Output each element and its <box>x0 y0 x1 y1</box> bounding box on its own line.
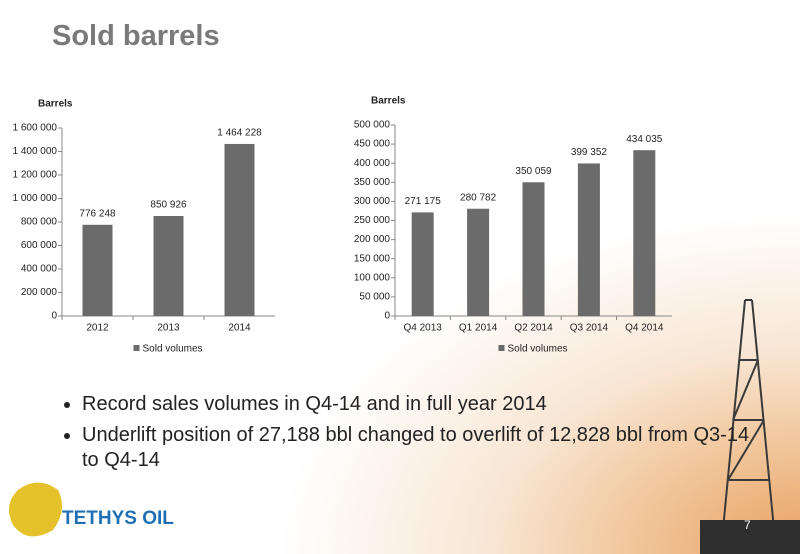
logo-globe <box>9 482 62 537</box>
y-tick-label: 400 000 <box>21 264 58 275</box>
value-label: 1 464 228 <box>217 128 262 139</box>
value-label: 350 059 <box>515 166 552 177</box>
y-tick-label: 50 000 <box>359 292 390 303</box>
bar <box>82 224 113 316</box>
y-axis-label: Barrels <box>38 99 73 110</box>
bar <box>467 208 490 316</box>
legend-swatch <box>133 345 140 351</box>
y-tick-label: 100 000 <box>354 272 391 283</box>
y-tick-label: 1 200 000 <box>13 170 58 181</box>
x-tick-label: Q2 2014 <box>514 323 553 334</box>
logo-text: TETHYS OIL <box>62 508 174 529</box>
y-tick-label: 0 <box>51 311 57 322</box>
y-tick-label: 1 600 000 <box>13 123 58 134</box>
y-tick-label: 200 000 <box>354 234 391 245</box>
bullet: Record sales volumes in Q4-14 and in ful… <box>82 392 762 417</box>
legend-label: Sold volumes <box>143 344 203 355</box>
legend-swatch <box>498 345 505 351</box>
y-tick-label: 150 000 <box>354 253 391 264</box>
bullet-list: Record sales volumes in Q4-14 and in ful… <box>56 392 762 479</box>
bar <box>224 143 255 316</box>
value-label: 280 782 <box>460 192 497 203</box>
x-tick-label: Q1 2014 <box>459 323 498 334</box>
x-tick-label: Q4 2014 <box>625 323 664 334</box>
bar <box>577 163 600 316</box>
page-number: 7 <box>744 518 751 532</box>
value-label: 399 352 <box>571 147 608 158</box>
y-tick-label: 800 000 <box>21 217 58 228</box>
y-tick-label: 300 000 <box>354 196 391 207</box>
y-tick-label: 450 000 <box>354 139 391 150</box>
rig-base <box>700 520 800 554</box>
bar <box>633 150 656 316</box>
x-tick-label: Q3 2014 <box>570 323 609 334</box>
y-tick-label: 500 000 <box>354 120 391 131</box>
x-tick-label: 2014 <box>228 323 251 334</box>
bullet: Underlift position of 27,188 bbl changed… <box>82 423 762 473</box>
x-tick-label: 2013 <box>157 323 180 334</box>
slide-title: Sold barrels <box>52 20 220 52</box>
bar <box>411 212 434 316</box>
value-label: 434 035 <box>626 134 663 145</box>
y-tick-label: 0 <box>384 311 390 322</box>
y-tick-label: 1 400 000 <box>13 146 58 157</box>
y-axis-label: Barrels <box>371 96 406 107</box>
y-tick-label: 1 000 000 <box>13 193 58 204</box>
x-tick-label: 2012 <box>86 323 109 334</box>
bar <box>153 216 184 316</box>
y-tick-label: 400 000 <box>354 158 391 169</box>
value-label: 850 926 <box>150 200 187 211</box>
y-tick-label: 350 000 <box>354 177 391 188</box>
y-tick-label: 250 000 <box>354 215 391 226</box>
x-tick-label: Q4 2013 <box>404 323 443 334</box>
y-tick-label: 200 000 <box>21 287 58 298</box>
legend-label: Sold volumes <box>508 344 568 355</box>
value-label: 776 248 <box>79 208 116 219</box>
value-label: 271 175 <box>405 196 442 207</box>
y-tick-label: 600 000 <box>21 240 58 251</box>
bar <box>522 182 545 316</box>
